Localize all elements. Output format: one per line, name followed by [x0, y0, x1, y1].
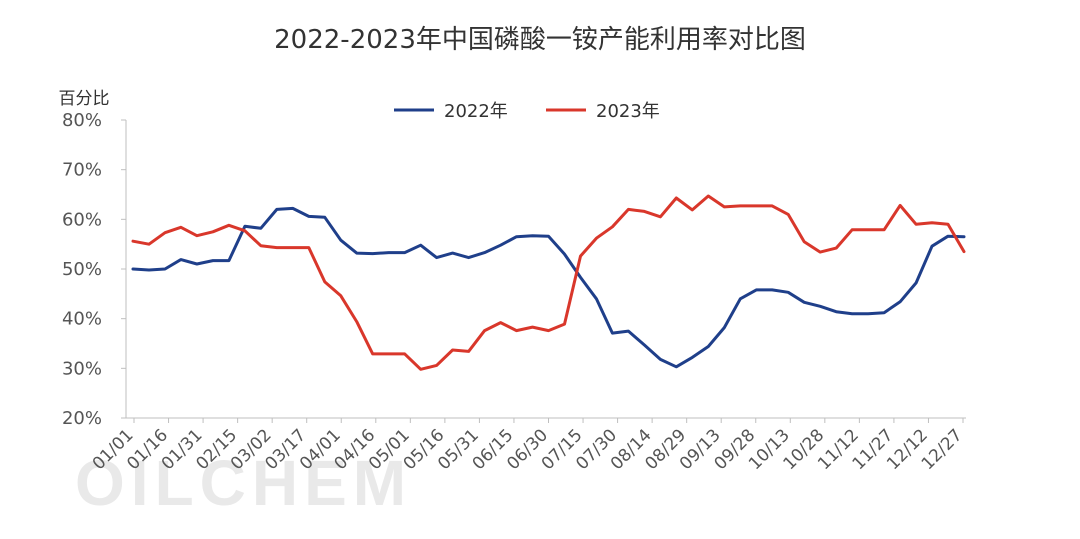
watermark-logo: OILCHEM [75, 447, 412, 519]
series-line-1 [131, 206, 966, 369]
legend: 2022年 2023年 [394, 101, 660, 122]
y-axis-label: 百分比 [59, 89, 110, 109]
series-line-2 [131, 194, 966, 371]
legend-label-1: 2022年 [444, 101, 508, 122]
chart-title: 2022-2023年中国磷酸一铵产能利用率对比图 [274, 25, 806, 55]
legend-label-2: 2023年 [596, 101, 660, 122]
y-tick-label: 30% [62, 358, 102, 379]
y-tick-label: 50% [62, 259, 102, 280]
y-tick-label: 60% [62, 209, 102, 230]
y-tick-label: 70% [62, 160, 102, 181]
y-tick-label: 80% [62, 110, 102, 131]
series-layer [131, 194, 966, 371]
y-axis: 20% 30% 40% 50% 60% 70% 80% [62, 110, 127, 429]
y-tick-label: 40% [62, 309, 102, 330]
y-tick-label: 20% [62, 408, 102, 429]
